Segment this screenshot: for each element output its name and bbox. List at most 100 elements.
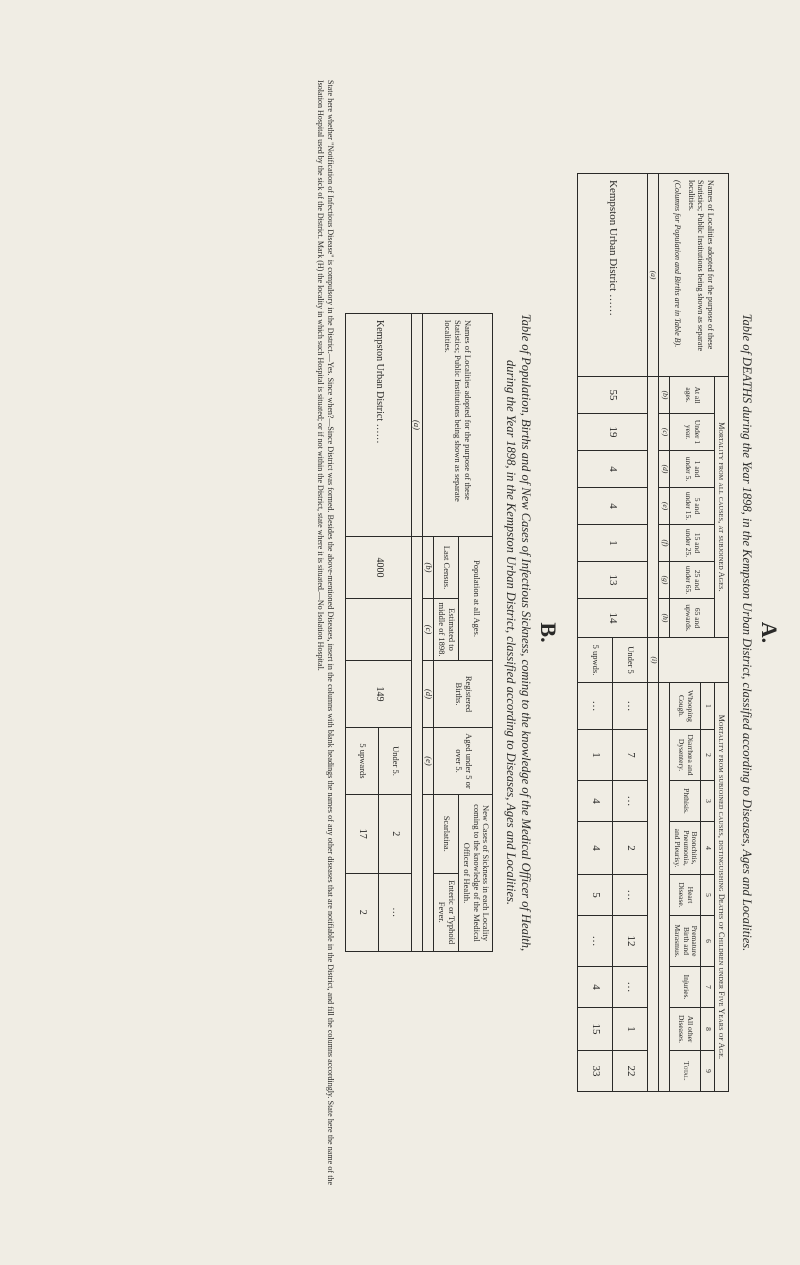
cause-4: Bronchitis, Pneumonia, and Pleurisy. <box>670 822 701 875</box>
u5-c9: 22 <box>613 1051 648 1092</box>
table-b: Names of Localities adopted for the purp… <box>345 313 493 952</box>
v-65: 14 <box>578 599 648 638</box>
stub-u5: Under 5 <box>613 638 648 683</box>
cause-2: Diarrhœa and Dysentery. <box>670 730 701 781</box>
b-pop-est: Estimated to middle of 1898. <box>434 599 459 661</box>
b-colmark-c: (c) <box>423 599 434 661</box>
age-65: 65 and upwards. <box>670 599 715 638</box>
b-scar-5up: 17 <box>346 795 379 874</box>
b-enteric: Enteric or Typhoid Fever. <box>434 873 459 952</box>
b-births-val: 149 <box>346 661 412 728</box>
colmark-i: (i) <box>648 638 659 683</box>
locality-header-p2: (Columns for Population and Births are i… <box>672 180 682 370</box>
colmark-g: (g) <box>659 562 670 599</box>
o5-c2: 1 <box>578 730 613 781</box>
b-colmark-a: (a) <box>412 314 423 537</box>
b-row-name: Kempston Urban District …… <box>346 314 412 537</box>
v-u1: 19 <box>578 414 648 451</box>
locality-header: Names of Localities adopted for the purp… <box>659 174 729 377</box>
o5-c1: … <box>578 683 613 730</box>
o5-c8: 15 <box>578 1008 613 1051</box>
o5-c9: 33 <box>578 1051 613 1092</box>
v-all: 55 <box>578 377 648 414</box>
cause-6: Premature Birth and Marasmus. <box>670 916 701 967</box>
b-scar-u5: 2 <box>379 795 412 874</box>
footnote: State here whether "Notification of Infe… <box>315 80 336 1185</box>
cause-5: Heart Disease. <box>670 875 701 916</box>
cause-num-3: 3 <box>701 781 715 822</box>
cause-7: Injuries. <box>670 967 701 1008</box>
age-1-5: 1 and under 5. <box>670 451 715 488</box>
v-15-25: 1 <box>578 525 648 562</box>
u5-c1: … <box>613 683 648 730</box>
u5-c6: 12 <box>613 916 648 967</box>
u5-c3: … <box>613 781 648 822</box>
o5-c3: 4 <box>578 781 613 822</box>
colmark-e: (e) <box>659 488 670 525</box>
b-est-val <box>346 599 412 661</box>
section-b-title-l2: during the Year 1898, in the Kempston Ur… <box>504 360 518 905</box>
b-colmark-b: (b) <box>423 537 434 599</box>
locality-header-p1: Names of Localities adopted for the purp… <box>686 180 715 370</box>
colmark-a: (a) <box>648 174 659 377</box>
colmark-h: (h) <box>659 599 670 638</box>
cause-num-2: 2 <box>701 730 715 781</box>
cause-group-header: Mortality from subjoined causes, disting… <box>714 683 728 1092</box>
row-locality-name: Kempston Urban District …… <box>578 174 648 377</box>
v-5-15: 4 <box>578 488 648 525</box>
cause-num-7: 7 <box>701 967 715 1008</box>
stub-5up: 5 upwds. <box>578 638 613 683</box>
colmark-i-span <box>659 683 670 1092</box>
cause-3: Phthisis. <box>670 781 701 822</box>
cause-num-9: 9 <box>701 1051 715 1092</box>
cause-8: All other Diseases. <box>670 1008 701 1051</box>
b-colmark-e: (e) <box>423 728 434 795</box>
age-15-25: 15 and under 25. <box>670 525 715 562</box>
age-5-15: 5 and under 15. <box>670 488 715 525</box>
colmark-c: (c) <box>659 414 670 451</box>
colmark-d: (d) <box>659 451 670 488</box>
o5-c4: 4 <box>578 822 613 875</box>
section-b-letter: B. <box>535 40 561 1225</box>
cause-num-5: 5 <box>701 875 715 916</box>
b-aged-header: Aged under 5 or over 5. <box>434 728 493 795</box>
b-locality-header: Names of Localities adopted for the purp… <box>423 314 493 537</box>
b-ent-5up: 2 <box>346 873 379 952</box>
b-colmark-d: (d) <box>423 661 434 728</box>
age-25-65: 25 and under 65. <box>670 562 715 599</box>
section-b-title: Table of Population, Births and of New C… <box>503 40 533 1225</box>
colmark-f: (f) <box>659 525 670 562</box>
b-pop-header: Population at all Ages. <box>459 537 493 661</box>
cause-num-6: 6 <box>701 916 715 967</box>
v-25-65: 13 <box>578 562 648 599</box>
cause-num-8: 8 <box>701 1008 715 1051</box>
section-a-title: Table of DEATHS during the Year 1898, in… <box>739 40 754 1225</box>
colmark-spacer <box>648 377 659 638</box>
section-a-letter: A. <box>756 40 782 1225</box>
o5-c5: 5 <box>578 875 613 916</box>
u5-c7: … <box>613 967 648 1008</box>
b-census-val: 4000 <box>346 537 412 599</box>
v-1-5: 4 <box>578 451 648 488</box>
o5-c7: 4 <box>578 967 613 1008</box>
cause-num-4: 4 <box>701 822 715 875</box>
b-newcases-header: New Cases of Sickness in each Locality c… <box>459 795 493 952</box>
stub-header <box>659 638 729 683</box>
age-group-header: Mortality from all causes, at subjoined … <box>714 377 728 638</box>
age-all: At all ages. <box>670 377 715 414</box>
section-b-title-l1: Table of Population, Births and of New C… <box>519 314 533 951</box>
u5-c2: 7 <box>613 730 648 781</box>
b-births-header: Registered Births. <box>434 661 493 728</box>
colmark-b: (b) <box>659 377 670 414</box>
table-a: Names of Localities adopted for the purp… <box>577 173 729 1092</box>
age-u1: Under 1 year. <box>670 414 715 451</box>
u5-c5: … <box>613 875 648 916</box>
cause-1: Whooping Cough. <box>670 683 701 730</box>
cause-num-1: 1 <box>701 683 715 730</box>
o5-c6: … <box>578 916 613 967</box>
u5-c8: 1 <box>613 1008 648 1051</box>
b-last-census: Last Census. <box>434 537 459 599</box>
b-ent-u5: … <box>379 873 412 952</box>
b-aged-5up: 5 upwards <box>346 728 379 795</box>
u5-c4: 2 <box>613 822 648 875</box>
